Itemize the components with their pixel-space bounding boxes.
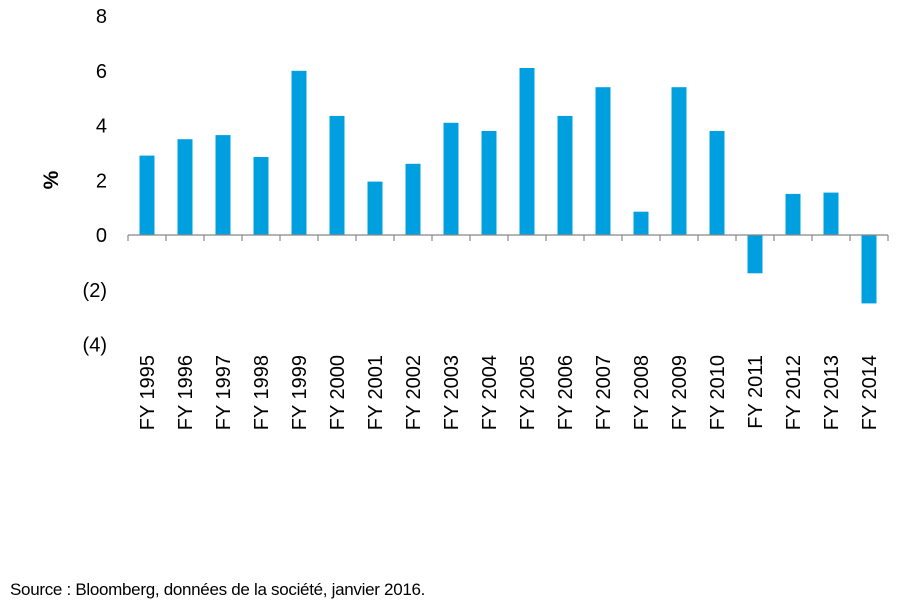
source-note: Source : Bloomberg, données de la sociét…	[10, 580, 426, 599]
x-tick-label: FY 2006	[555, 355, 577, 430]
x-tick-label: FY 2004	[479, 355, 501, 430]
x-tick-label: FY 2010	[707, 355, 729, 430]
x-tick-label: FY 1996	[175, 355, 197, 430]
bar	[823, 192, 839, 235]
bar	[367, 181, 383, 235]
bar	[443, 122, 459, 235]
bar	[785, 193, 801, 235]
bar	[253, 157, 269, 235]
y-tick-label: 8	[96, 6, 107, 28]
x-tick-label: FY 2014	[859, 355, 881, 430]
bar	[709, 131, 725, 235]
bar	[329, 115, 345, 235]
bar	[519, 68, 535, 235]
bar	[747, 235, 763, 274]
x-axis	[127, 234, 889, 241]
x-tick-label: FY 2011	[745, 355, 767, 429]
bar	[861, 235, 877, 304]
x-tick-label: FY 2008	[631, 355, 653, 430]
bar	[557, 115, 573, 235]
x-tick-label: FY 2005	[517, 355, 539, 430]
x-tick-label: FY 1995	[137, 355, 159, 430]
x-tick-label: FY 2013	[821, 355, 843, 430]
x-tick-label: FY 1999	[289, 355, 311, 430]
bar	[291, 70, 307, 236]
x-tick-label: FY 2002	[403, 355, 425, 430]
x-tick-label: FY 2012	[783, 355, 805, 430]
y-axis-ticks: 8 6 4 2 0 (2) (4)	[83, 6, 107, 357]
bar	[139, 155, 155, 235]
x-tick-label: FY 2000	[327, 355, 349, 430]
bar	[405, 163, 421, 235]
x-tick-label: FY 2003	[441, 355, 463, 430]
x-tick-label: FY 1998	[251, 355, 273, 430]
y-tick-label: (4)	[83, 335, 107, 357]
x-tick-label: FY 1997	[213, 355, 235, 430]
y-tick-label: 4	[96, 116, 107, 138]
y-tick-label: 2	[96, 170, 107, 192]
y-tick-label: 0	[96, 225, 107, 247]
x-tick-label: FY 2001	[365, 355, 387, 430]
x-tick-label: FY 2009	[669, 355, 691, 430]
bar	[595, 87, 611, 235]
x-axis-labels: FY 1995 FY 1996 FY 1997 FY 1998 FY 1999 FY 20…	[137, 355, 881, 430]
bar	[671, 87, 687, 235]
bar	[177, 139, 193, 235]
bars-group	[139, 68, 877, 304]
bar	[633, 211, 649, 235]
y-tick-label: (2)	[83, 280, 107, 302]
bar	[215, 135, 231, 235]
bar	[481, 131, 497, 235]
y-axis-title: %	[40, 170, 63, 189]
y-tick-label: 6	[96, 61, 107, 83]
x-tick-label: FY 2007	[593, 355, 615, 430]
